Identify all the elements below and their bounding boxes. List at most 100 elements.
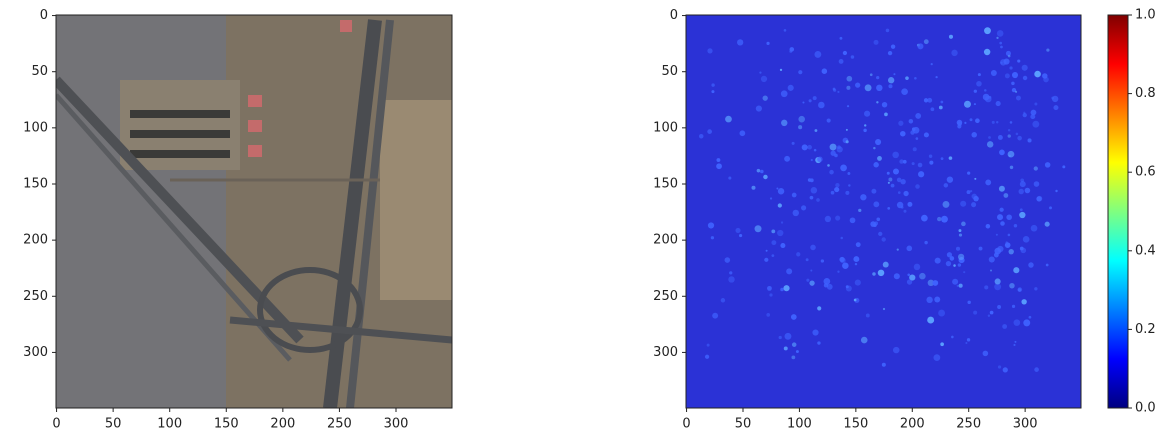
speckle xyxy=(813,96,817,100)
speckle xyxy=(973,311,977,315)
speckle xyxy=(1014,224,1018,228)
speckle xyxy=(1023,76,1027,80)
speckle xyxy=(971,132,977,138)
speckle xyxy=(941,157,944,160)
speckle xyxy=(967,338,970,341)
speckle xyxy=(1005,73,1010,78)
speckle xyxy=(827,118,831,122)
speckle xyxy=(780,288,784,292)
speckle xyxy=(728,276,734,282)
speckle xyxy=(846,76,852,82)
speckle xyxy=(831,191,835,195)
speckle xyxy=(891,44,895,48)
speckle xyxy=(957,285,959,287)
speckle xyxy=(840,237,843,240)
colorbar xyxy=(1108,15,1128,408)
speckle xyxy=(707,344,710,347)
speckle xyxy=(1012,72,1018,78)
speckle xyxy=(1000,46,1003,49)
speckle xyxy=(840,165,847,172)
x-tick-label: 100 xyxy=(787,417,812,432)
speckle xyxy=(830,144,837,151)
speckle xyxy=(978,73,981,76)
speckle xyxy=(1020,181,1026,187)
speckle xyxy=(888,178,892,182)
speckle xyxy=(798,125,802,129)
speckle xyxy=(1029,316,1032,319)
speckle xyxy=(878,270,885,277)
speckle xyxy=(767,286,772,291)
speckle xyxy=(1008,134,1011,137)
speckle xyxy=(1062,165,1065,168)
x-tick-label: 300 xyxy=(384,417,409,432)
speckle xyxy=(1046,48,1049,51)
figure: 0501001502002503000501001502002503000501… xyxy=(0,0,1176,440)
speckle xyxy=(939,106,943,110)
speckle xyxy=(837,271,839,273)
x-tick-label: 200 xyxy=(900,417,925,432)
speckle xyxy=(1031,110,1037,116)
speckle xyxy=(931,107,935,111)
y-tick-label: 50 xyxy=(661,64,678,79)
speckle xyxy=(814,51,821,58)
speckle xyxy=(763,95,768,100)
speckle xyxy=(907,202,912,207)
speckle xyxy=(996,234,998,236)
speckle xyxy=(739,130,745,136)
speckle xyxy=(985,180,991,186)
speckle xyxy=(875,139,881,145)
speckle xyxy=(887,207,890,210)
speckle xyxy=(786,268,792,274)
speckle xyxy=(959,233,962,236)
speckle xyxy=(903,191,908,196)
speckle xyxy=(860,194,866,200)
speckle xyxy=(763,175,768,180)
y-tick-label: 200 xyxy=(23,233,48,248)
speckle xyxy=(931,63,933,65)
speckle xyxy=(837,91,839,93)
speckle xyxy=(1008,55,1011,58)
speckle xyxy=(876,76,879,79)
speckle xyxy=(711,90,714,93)
speckle xyxy=(914,264,921,271)
speckle xyxy=(975,118,980,123)
speckle xyxy=(959,284,963,288)
speckle xyxy=(984,49,990,55)
y-tick-label: 150 xyxy=(653,176,678,191)
speckle xyxy=(801,205,806,210)
speckle xyxy=(755,225,762,232)
speckle xyxy=(814,149,817,152)
speckle xyxy=(771,229,775,233)
speckle xyxy=(1031,225,1038,232)
speckle xyxy=(809,99,812,102)
speckle xyxy=(861,337,868,344)
speckle xyxy=(806,258,809,261)
speckle xyxy=(1010,166,1013,169)
speckle xyxy=(961,222,966,227)
speckle xyxy=(1055,190,1057,192)
speckle xyxy=(1018,288,1022,292)
speckle xyxy=(737,39,743,45)
colorbar-tick-label: 0.6 xyxy=(1135,165,1156,180)
colorbar-tick-label: 0.8 xyxy=(1135,86,1156,101)
speckle xyxy=(1010,121,1013,124)
speckle xyxy=(776,187,778,189)
speckle xyxy=(1011,82,1014,85)
x-tick-label: 0 xyxy=(52,417,60,432)
speckle xyxy=(947,176,953,182)
speckle xyxy=(940,101,943,104)
speckle xyxy=(1034,71,1041,78)
speckle xyxy=(964,122,966,124)
speckle xyxy=(965,342,967,344)
speckle xyxy=(963,271,965,273)
speckle xyxy=(757,169,761,173)
speckle xyxy=(855,279,861,285)
speckle xyxy=(756,105,762,111)
speckle xyxy=(1009,249,1014,254)
x-tick-label: 50 xyxy=(735,417,752,432)
speckle xyxy=(934,354,941,361)
y-tick-label: 250 xyxy=(23,289,48,304)
speckle xyxy=(1008,151,1015,158)
speckle xyxy=(991,70,997,76)
speckle xyxy=(912,127,916,131)
